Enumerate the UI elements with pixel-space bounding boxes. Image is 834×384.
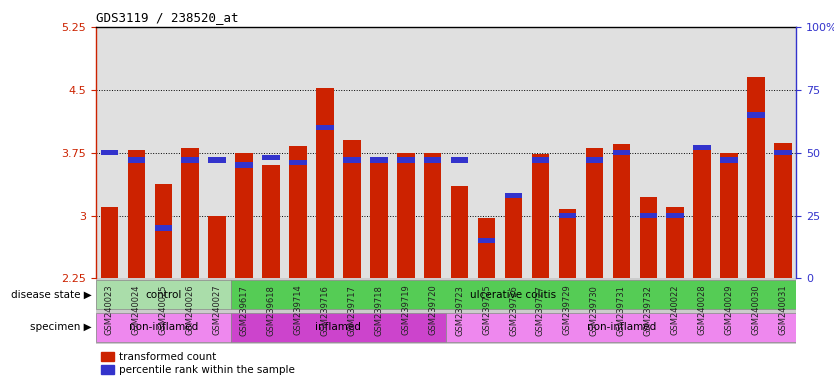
Bar [640, 197, 657, 278]
Bar [747, 112, 765, 118]
Text: control: control [145, 290, 182, 300]
Bar [505, 197, 522, 278]
Bar [182, 149, 199, 278]
Bar [154, 184, 172, 278]
Bar [231, 280, 796, 310]
Bar [446, 313, 796, 342]
Bar [101, 150, 118, 156]
Bar [640, 213, 657, 218]
Bar [208, 157, 226, 163]
Bar [316, 125, 334, 130]
Bar [693, 147, 711, 278]
Bar [370, 157, 388, 278]
Bar [289, 146, 307, 278]
Bar [262, 155, 280, 161]
Bar [182, 157, 199, 163]
Bar [96, 280, 231, 310]
Bar [559, 213, 576, 218]
Bar [559, 209, 576, 278]
Bar [478, 238, 495, 243]
Bar [424, 152, 441, 278]
Bar [424, 157, 441, 163]
Text: disease state ▶: disease state ▶ [11, 290, 92, 300]
Bar [666, 213, 684, 218]
Bar [316, 88, 334, 278]
Bar [774, 150, 791, 156]
Bar [585, 147, 603, 278]
Bar [478, 218, 495, 278]
Bar [397, 157, 414, 163]
Bar [721, 152, 738, 278]
Bar [532, 157, 550, 163]
Bar [96, 313, 231, 342]
Bar [370, 157, 388, 163]
Bar [612, 150, 631, 156]
Bar [208, 215, 226, 278]
Bar [721, 157, 738, 163]
Bar [289, 160, 307, 166]
Bar [505, 193, 522, 198]
Bar [101, 207, 118, 278]
Bar [262, 165, 280, 278]
Bar [666, 207, 684, 278]
Text: GDS3119 / 238520_at: GDS3119 / 238520_at [96, 11, 239, 24]
Bar [343, 157, 360, 163]
Bar [231, 313, 446, 342]
Bar [343, 140, 360, 278]
Bar [451, 157, 469, 163]
Text: inflamed: inflamed [315, 322, 361, 333]
Text: ulcerative colitis: ulcerative colitis [470, 290, 556, 300]
Bar [128, 157, 145, 163]
Text: non-inflamed: non-inflamed [586, 322, 656, 333]
Bar [532, 154, 550, 278]
Bar [774, 142, 791, 278]
Text: non-inflamed: non-inflamed [128, 322, 198, 333]
Bar [585, 157, 603, 163]
Legend: transformed count, percentile rank within the sample: transformed count, percentile rank withi… [101, 352, 294, 375]
Bar [451, 186, 469, 278]
Bar [693, 145, 711, 150]
Bar [154, 225, 172, 231]
Bar [128, 150, 145, 278]
Text: specimen ▶: specimen ▶ [30, 322, 92, 333]
Bar [235, 152, 253, 278]
Bar [747, 77, 765, 278]
Bar [235, 162, 253, 168]
Bar [397, 152, 414, 278]
Bar [612, 144, 631, 278]
